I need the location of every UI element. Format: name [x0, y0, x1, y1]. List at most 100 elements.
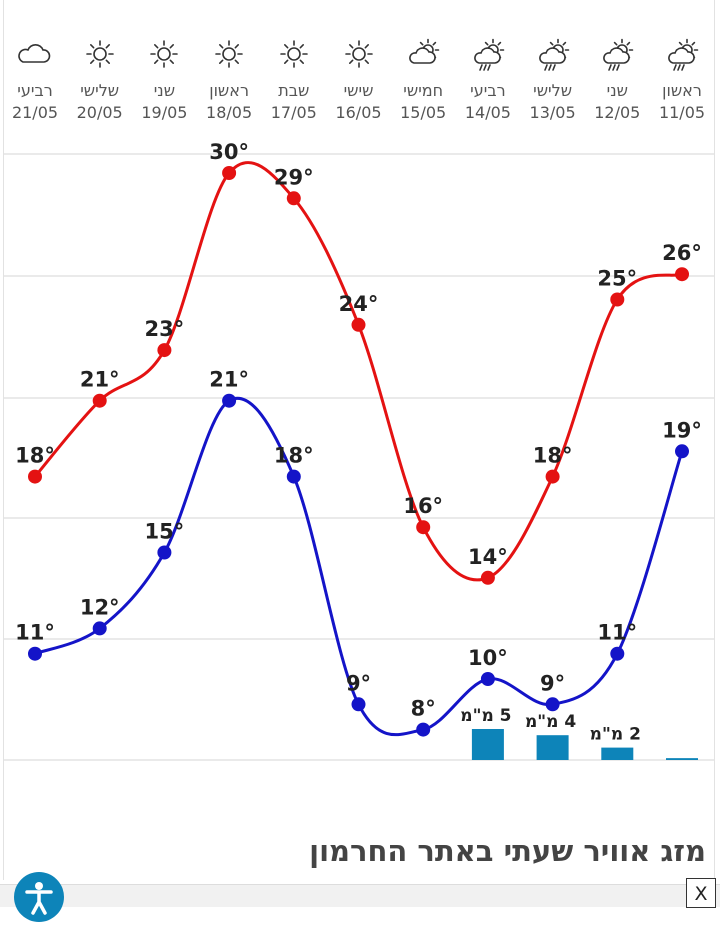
temp-label-min: 9° [540, 671, 565, 695]
accessibility-button[interactable] [14, 872, 64, 922]
data-point-min [480, 672, 495, 686]
day-name: חמישי [403, 81, 444, 100]
temp-label-min: 11° [15, 621, 55, 645]
frame-border-left [3, 0, 4, 880]
temp-label-max: 29° [274, 165, 314, 189]
data-point-max [286, 191, 301, 206]
data-point-min [675, 444, 689, 459]
day-column: שני 12/05 [585, 38, 649, 122]
temp-label-min: 11° [597, 621, 637, 645]
data-point-max [610, 292, 625, 307]
temp-label-max: 24° [339, 292, 379, 316]
day-name: שני [606, 81, 628, 100]
sun-icon [215, 40, 243, 68]
temp-label-max: 23° [145, 317, 185, 341]
temp-label-max: 26° [662, 241, 702, 265]
day-date: 14/05 [464, 103, 511, 122]
data-point-max [28, 469, 42, 484]
day-date: 19/05 [141, 103, 188, 122]
day-date: 11/05 [658, 103, 706, 122]
temp-label-min: 15° [145, 520, 185, 544]
day-name: שלישי [80, 81, 120, 100]
day-name: רביעי [470, 81, 506, 100]
day-column: רביעי 14/05 [456, 38, 520, 122]
temp-label-max: 18° [15, 444, 55, 468]
day-column: שלישי 20/05 [68, 38, 132, 122]
precipitation-label: 2 מ"מ [590, 725, 641, 745]
data-point-min [610, 646, 625, 661]
partly-cloudy-icon [409, 38, 440, 64]
day-column: שלישי 13/05 [521, 38, 585, 122]
data-point-min [416, 722, 431, 737]
precipitation-bar [536, 735, 569, 760]
temp-label-min: 10° [468, 646, 508, 670]
day-column: ראשון 18/05 [197, 38, 261, 122]
day-column: רביעי 21/05 [3, 38, 67, 122]
temp-label-min: 21° [209, 368, 249, 392]
day-date: 20/05 [76, 103, 123, 122]
day-name: שבת [278, 81, 310, 100]
frame-border-right [714, 0, 715, 880]
day-date: 16/05 [335, 103, 382, 122]
day-date: 21/05 [11, 103, 59, 122]
data-point-min [286, 469, 301, 484]
data-point-max [480, 570, 495, 585]
data-point-min [351, 697, 366, 712]
accessibility-icon [25, 882, 53, 915]
precipitation-bar [666, 758, 698, 760]
data-point-max [351, 317, 366, 332]
data-point-min [157, 545, 172, 560]
temp-label-max: 18° [533, 444, 573, 468]
temp-label-min: 18° [274, 444, 314, 468]
data-point-max [157, 343, 172, 358]
data-point-max [92, 393, 107, 408]
bottom-bar [0, 884, 720, 907]
day-name: ראשון [209, 81, 249, 100]
section-title: מזג אוויר שעתי באתר החרמון [309, 834, 706, 868]
cloud-icon [18, 44, 51, 63]
day-date: 15/05 [400, 103, 447, 122]
day-column: שישי 16/05 [327, 38, 391, 122]
temp-label-min: 12° [80, 595, 120, 619]
precipitation-bar [601, 747, 634, 760]
temp-label-max: 21° [80, 368, 120, 392]
sun-icon [279, 40, 308, 68]
data-point-min [28, 646, 42, 661]
temp-label-min: 8° [411, 697, 436, 721]
temperature-chart: 2 מ"מ 4 מ"מ 5 מ"מ 26° 25° 18° 14° 16° 24° 29° 30° 2… [4, 140, 714, 761]
temp-label-max: 25° [597, 267, 637, 291]
data-point-max [545, 469, 560, 484]
temp-label-min: 9° [346, 671, 371, 695]
day-name: ראשון [662, 81, 702, 100]
precipitation-label: 4 מ"מ [525, 712, 576, 732]
temp-label-max: 30° [209, 140, 249, 164]
day-name: שישי [343, 81, 374, 100]
temp-label-min: 19° [662, 418, 702, 442]
sun-icon [344, 40, 373, 68]
close-button[interactable]: X [686, 878, 716, 908]
forecast-day-header: ראשון 11/05 שני 12/05 שלישי 13/05 רביעי 14/05 חמ… [0, 38, 720, 133]
temp-label-max: 16° [403, 494, 443, 518]
rain-sun-icon [668, 38, 699, 71]
day-date: 13/05 [529, 103, 576, 122]
day-column: ראשון 11/05 [650, 38, 714, 122]
temp-label-max: 14° [468, 545, 508, 569]
day-date: 17/05 [270, 103, 317, 122]
day-date: 12/05 [594, 103, 641, 122]
data-point-max [416, 520, 431, 535]
day-name: רביעי [17, 81, 53, 100]
data-point-max [222, 166, 237, 180]
rain-sun-icon [603, 38, 634, 71]
day-column: שבת 17/05 [262, 38, 326, 122]
sun-icon [85, 40, 114, 68]
data-point-min [92, 621, 107, 636]
data-point-min [222, 393, 237, 408]
data-point-max [675, 267, 689, 282]
data-point-min [545, 697, 560, 712]
rain-sun-icon [474, 38, 505, 71]
precipitation-bar [471, 729, 504, 760]
day-column: שני 19/05 [132, 38, 196, 122]
rain-sun-icon [538, 38, 569, 71]
precipitation-label: 5 מ"מ [460, 706, 511, 726]
day-date: 18/05 [206, 103, 253, 122]
